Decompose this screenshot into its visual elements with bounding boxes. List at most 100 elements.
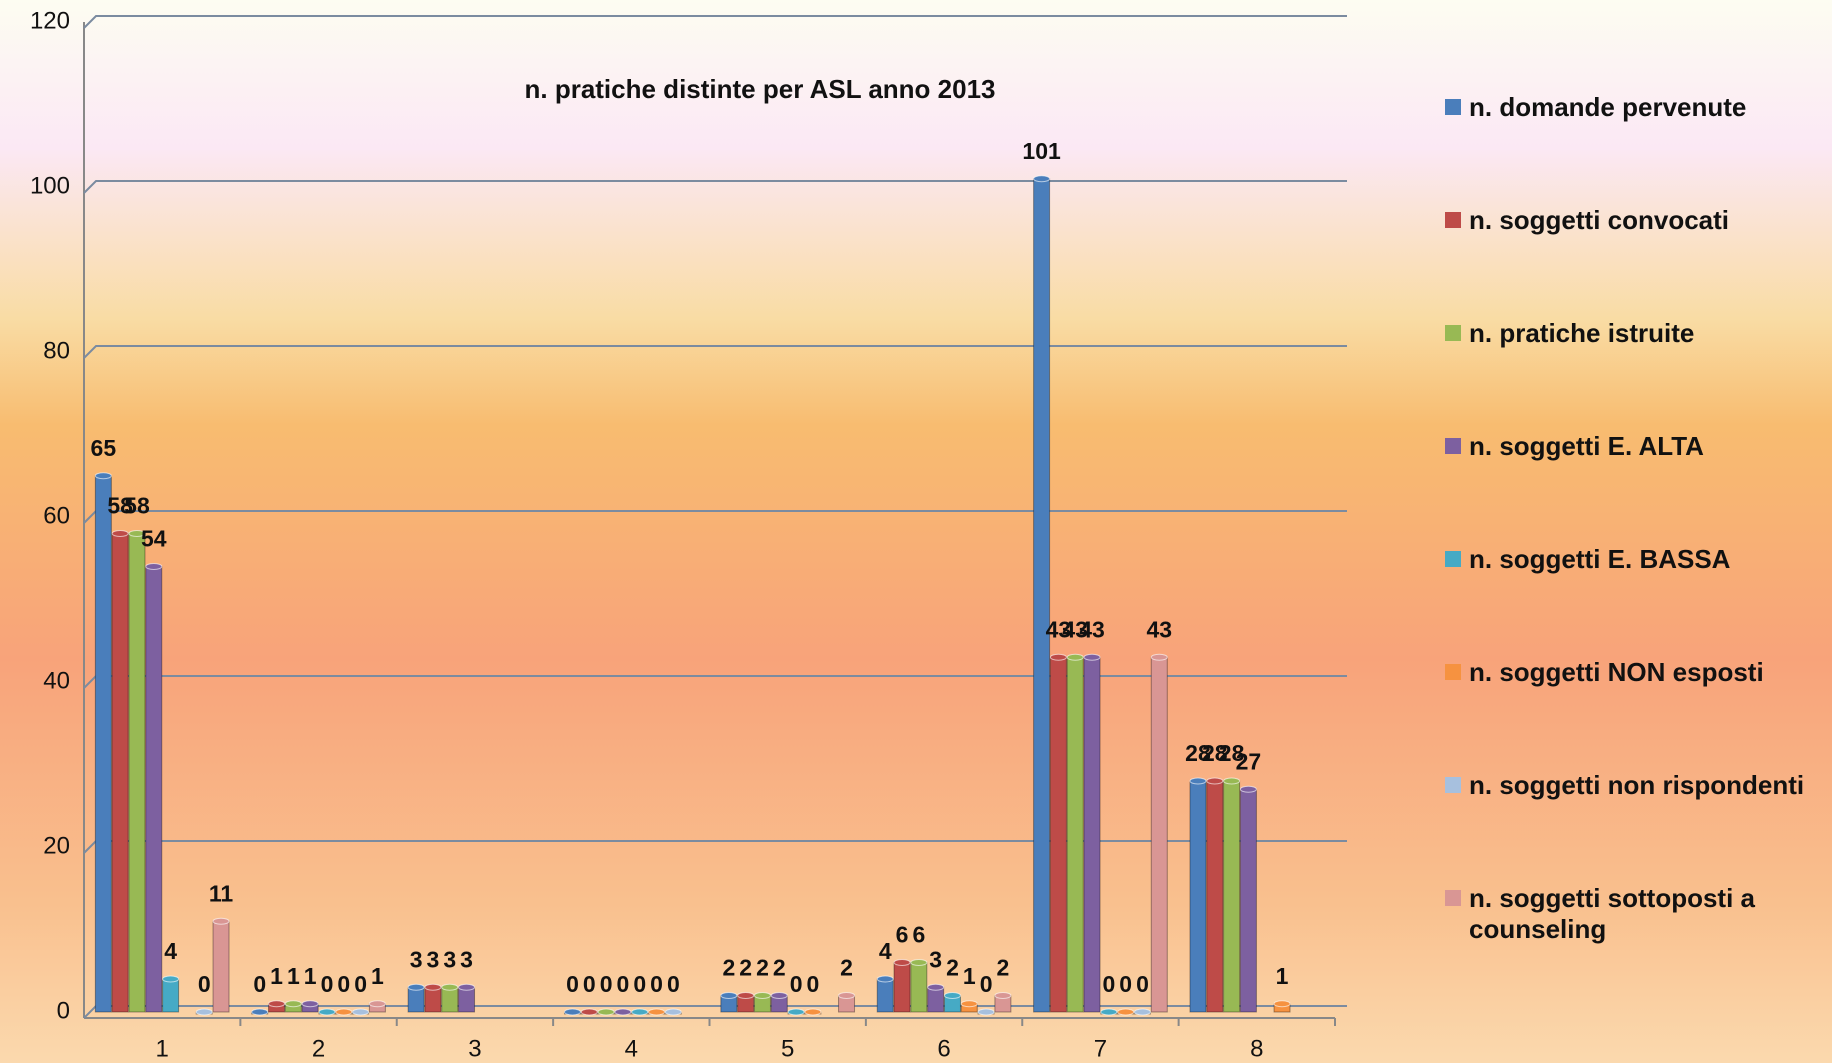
bar [368,1000,386,1013]
bar-top [580,1008,598,1016]
bar-top [1133,1008,1151,1016]
bar [580,1008,598,1016]
bar-body [1206,780,1224,1013]
legend-label: n. soggetti E. ALTA [1469,431,1704,461]
value-label: 58 [107,493,133,519]
bar-top [1273,1000,1291,1008]
legend-item: n. soggetti E. ALTA [1445,431,1830,462]
y-tick-label: 0 [57,997,70,1024]
grid-line [83,15,1347,29]
bar-body [1066,656,1084,1013]
bar [301,1000,319,1013]
bar [352,1008,370,1016]
bar-top [128,530,146,537]
bar [318,1008,336,1016]
bar-body [441,986,459,1013]
bar-top [94,472,112,480]
bar-top [1049,653,1067,661]
bar [631,1008,649,1016]
bar-top [162,975,180,983]
legend-item: n. domande pervenute [1445,92,1830,123]
legend-item: n. soggetti sottoposti a counseling [1445,883,1830,945]
value-label: 2 [840,955,853,981]
legend-label: n. soggetti NON esposti [1469,657,1764,687]
bar [1189,777,1207,1013]
value-label: 6 [896,922,909,948]
legend-swatch [1445,438,1461,454]
value-label: 0 [253,971,266,997]
grid-line [83,180,1347,194]
bar [162,975,180,1013]
bar-body [94,475,112,1013]
value-label: 0 [667,971,680,997]
bar-top [563,1008,581,1016]
value-label: 65 [91,435,117,461]
value-label: 28 [1202,740,1228,766]
bar-top [648,1008,666,1016]
bar-top [787,1008,805,1016]
bar [614,1008,632,1016]
bar-top [1150,653,1168,661]
value-label: 2 [739,955,752,981]
x-tick-label: 3 [468,1035,481,1062]
bar [212,917,230,1013]
bar-body [1223,780,1241,1013]
bar [1223,777,1241,1013]
value-label: 4 [164,938,177,964]
bar-body [145,566,163,1013]
bar-top [927,983,945,991]
value-label: 0 [337,971,350,997]
bar-top [318,1008,336,1016]
bar [770,992,788,1013]
value-label: 43 [1079,616,1105,642]
bar [977,1008,995,1016]
bar [424,983,442,1013]
value-label: 1 [1276,963,1289,989]
legend-swatch [1445,212,1461,228]
value-label: 6 [912,922,925,948]
value-label: 0 [354,971,367,997]
bar [94,472,112,1013]
value-label: 43 [1062,616,1088,642]
bar-top [251,1008,269,1016]
bar-top [1083,653,1101,661]
value-label: 3 [460,946,473,972]
bar [1033,175,1051,1013]
x-tick-label: 6 [937,1035,950,1062]
bar-top [1206,777,1224,785]
legend-label: n. pratiche istruite [1469,318,1695,348]
bar-top [441,983,459,991]
value-label: 0 [790,971,803,997]
bar-top [268,1000,286,1008]
bar [145,563,163,1013]
legend-label: n. soggetti E. BASSA [1469,544,1731,574]
y-tick-label: 60 [43,502,70,529]
bar [910,959,928,1013]
bar [1273,1000,1291,1013]
legend-item: n. soggetti convocati [1445,205,1830,236]
value-label: 28 [1185,740,1211,766]
bar-top [977,1008,995,1016]
value-label: 101 [1022,138,1061,164]
bar-top [804,1008,822,1016]
y-tick-label: 80 [43,337,70,364]
legend-item: n. soggetti NON esposti [1445,657,1830,688]
bar [1100,1008,1118,1016]
bar-body [1083,656,1101,1013]
bar [251,1008,269,1016]
y-tick-label: 40 [43,667,70,694]
bar [441,983,459,1013]
legend-item: n. soggetti non rispondenti [1445,770,1830,801]
bar-top [910,959,928,966]
value-label: 0 [807,971,820,997]
bar [268,1000,286,1013]
bar-top [893,959,911,966]
value-label: 3 [427,946,440,972]
x-tick-label: 4 [625,1035,638,1062]
value-label: 2 [946,955,959,981]
value-label: 1 [963,963,976,989]
value-label: 3 [443,946,456,972]
bar-top [994,992,1012,999]
bar-top [458,983,476,991]
